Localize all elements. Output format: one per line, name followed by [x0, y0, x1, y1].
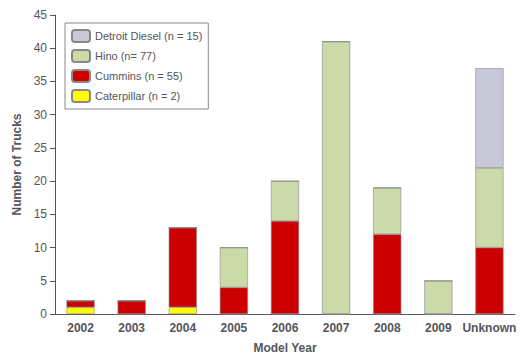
- svg-text:Model Year: Model Year: [253, 341, 316, 355]
- svg-text:2004: 2004: [169, 321, 196, 335]
- svg-text:20: 20: [34, 174, 48, 188]
- svg-text:5: 5: [40, 274, 47, 288]
- svg-text:25: 25: [34, 141, 48, 155]
- svg-text:45: 45: [34, 8, 48, 22]
- svg-text:2009: 2009: [425, 321, 452, 335]
- svg-text:40: 40: [34, 41, 48, 55]
- svg-text:2002: 2002: [67, 321, 94, 335]
- svg-text:0: 0: [40, 307, 47, 321]
- svg-text:35: 35: [34, 74, 48, 88]
- svg-text:2008: 2008: [374, 321, 401, 335]
- svg-text:Cummins (n = 55): Cummins (n = 55): [95, 70, 183, 82]
- svg-text:2005: 2005: [221, 321, 248, 335]
- svg-text:Number of Trucks: Number of Trucks: [10, 113, 24, 215]
- svg-text:15: 15: [34, 207, 48, 221]
- svg-text:Detroit Diesel (n = 15): Detroit Diesel (n = 15): [95, 30, 202, 42]
- svg-text:30: 30: [34, 108, 48, 122]
- svg-text:10: 10: [34, 241, 48, 255]
- svg-text:Unknown: Unknown: [462, 321, 516, 335]
- svg-text:Caterpillar (n = 2): Caterpillar (n = 2): [95, 90, 180, 102]
- svg-text:2006: 2006: [272, 321, 299, 335]
- svg-text:Hino (n= 77): Hino (n= 77): [95, 50, 156, 62]
- svg-text:2007: 2007: [323, 321, 350, 335]
- svg-text:2003: 2003: [118, 321, 145, 335]
